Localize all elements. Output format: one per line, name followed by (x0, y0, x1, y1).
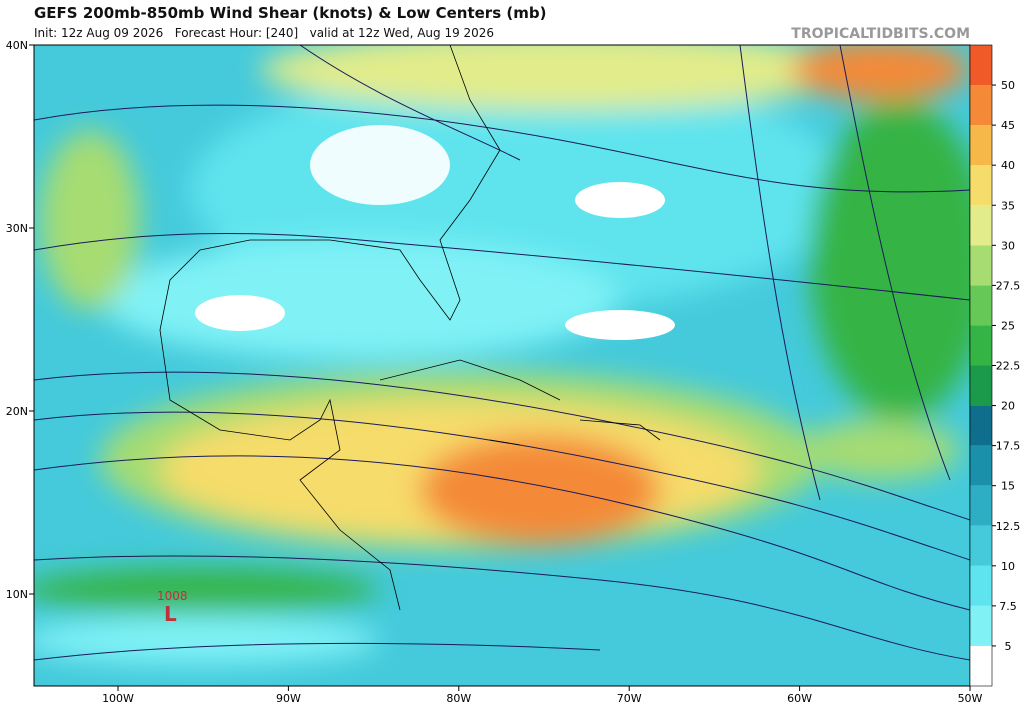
colorbar-label: 12.5 (996, 520, 1021, 533)
map-area (34, 45, 970, 686)
lon-label: 70W (617, 692, 642, 705)
colorbar-label: 20 (1001, 400, 1015, 413)
title: GEFS 200mb-850mb Wind Shear (knots) & Lo… (34, 4, 546, 22)
colorbar-label: 50 (1001, 79, 1015, 92)
lon-label: 90W (276, 692, 301, 705)
colorbar-segment (970, 605, 992, 646)
colorbar-segment (970, 125, 992, 166)
colorbar-segment (970, 45, 992, 86)
colorbar-label: 40 (1001, 159, 1015, 172)
colorbar-label: 10 (1001, 560, 1015, 573)
colorbar-segment (970, 525, 992, 566)
colorbar-segment (970, 245, 992, 286)
low-pressure-value: 1008 (157, 589, 188, 603)
colorbar-label: 45 (1001, 119, 1015, 132)
colorbar-segment (970, 325, 992, 366)
colorbar-segment (970, 365, 992, 406)
colorbar-segment (970, 565, 992, 606)
colorbar-label: 17.5 (996, 440, 1021, 453)
colorbar-label: 35 (1001, 199, 1015, 212)
lon-label: 80W (446, 692, 471, 705)
lat-label: 20N (6, 405, 28, 418)
colorbar-segment (970, 205, 992, 246)
colorbar-label: 5 (1005, 640, 1012, 653)
colorbar-segment (970, 285, 992, 326)
lon-label: 100W (102, 692, 134, 705)
colorbar-segment (970, 165, 992, 206)
low-center-symbol: L (164, 602, 177, 626)
subtitle: Init: 12z Aug 09 2026 Forecast Hour: [24… (34, 26, 494, 40)
colorbar-label: 22.5 (996, 360, 1021, 373)
colorbar-label: 15 (1001, 480, 1015, 493)
lon-label: 60W (787, 692, 812, 705)
colorbar-segment (970, 405, 992, 446)
colorbar-segment (970, 85, 992, 126)
colorbar-segment (970, 485, 992, 526)
colorbar-label: 25 (1001, 319, 1015, 332)
colorbar-label: 7.5 (999, 600, 1017, 613)
site-label: TROPICALTIDBITS.COM (791, 26, 970, 42)
colorbar-segment (970, 445, 992, 486)
colorbar-segment (970, 645, 992, 686)
lat-label: 30N (6, 222, 28, 235)
colorbar-label: 30 (1001, 239, 1015, 252)
lat-label: 10N (6, 588, 28, 601)
lon-label: 50W (958, 692, 983, 705)
colorbar-label: 27.5 (996, 279, 1021, 292)
lat-label: 40N (6, 39, 28, 52)
